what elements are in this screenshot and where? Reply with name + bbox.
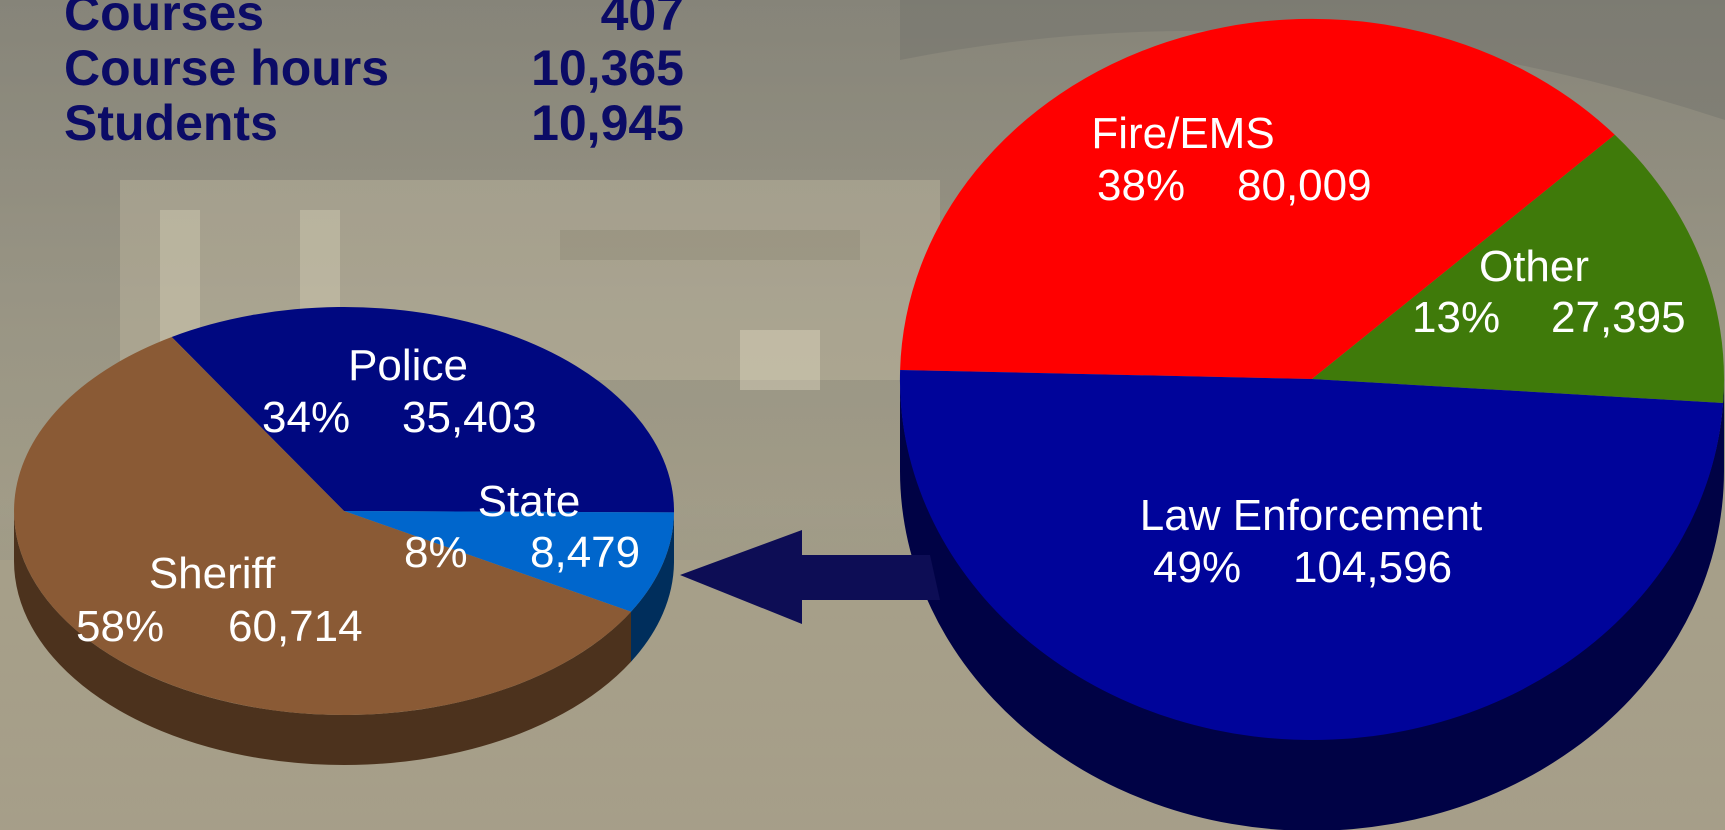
pie-slice-police [171,306,675,513]
slice-name-state: State [478,477,581,526]
slice-name-fire-ems: Fire/EMS [1091,109,1274,158]
slice-percent-law-enforcement: 49% [1153,543,1241,592]
slice-value-law-enforcement: 104,596 [1293,543,1452,592]
slice-percent-police: 34% [262,393,350,442]
slice-percent-other: 13% [1412,293,1500,342]
slice-value-fire-ems: 80,009 [1237,161,1372,210]
large-pie-chart [899,18,1725,830]
small-pie-side-state [631,512,674,662]
stat-value: 10,945 [531,95,684,151]
link-arrow [680,530,940,624]
stat-row-course-hours: Course hours 10,365 [64,41,684,96]
summary-stats: Courses 407 Course hours 10,365 Students… [64,0,684,151]
stat-label: Course hours [64,40,390,96]
large-pie-side [900,379,1724,830]
small-pie-side-sheriff [13,511,631,766]
stat-label: Courses [64,0,265,41]
slice-value-sheriff: 60,714 [228,602,363,651]
small-pie-chart [13,306,675,766]
slice-name-sheriff: Sheriff [149,549,276,598]
pie-slice-state [344,511,674,612]
pie-slice-law-enforcement [899,370,1724,741]
pie-slice-sheriff [14,337,631,715]
stat-label: Students [64,95,278,151]
slice-value-police: 35,403 [402,393,537,442]
stat-row-students: Students 10,945 [64,96,684,151]
stat-row-courses: Courses 407 [64,0,684,41]
slice-name-law-enforcement: Law Enforcement [1140,491,1482,540]
stat-value: 407 [600,0,684,41]
pie-slice-fire-ems [900,18,1615,379]
slice-percent-sheriff: 58% [76,602,164,651]
pie-slice-other [1312,134,1725,404]
slice-percent-state: 8% [404,528,468,577]
slice-name-police: Police [348,341,468,390]
slice-name-other: Other [1479,242,1589,291]
slice-percent-fire-ems: 38% [1097,161,1185,210]
stat-value: 10,365 [531,40,684,96]
slice-value-state: 8,479 [530,528,640,577]
slice-value-other: 27,395 [1551,293,1686,342]
